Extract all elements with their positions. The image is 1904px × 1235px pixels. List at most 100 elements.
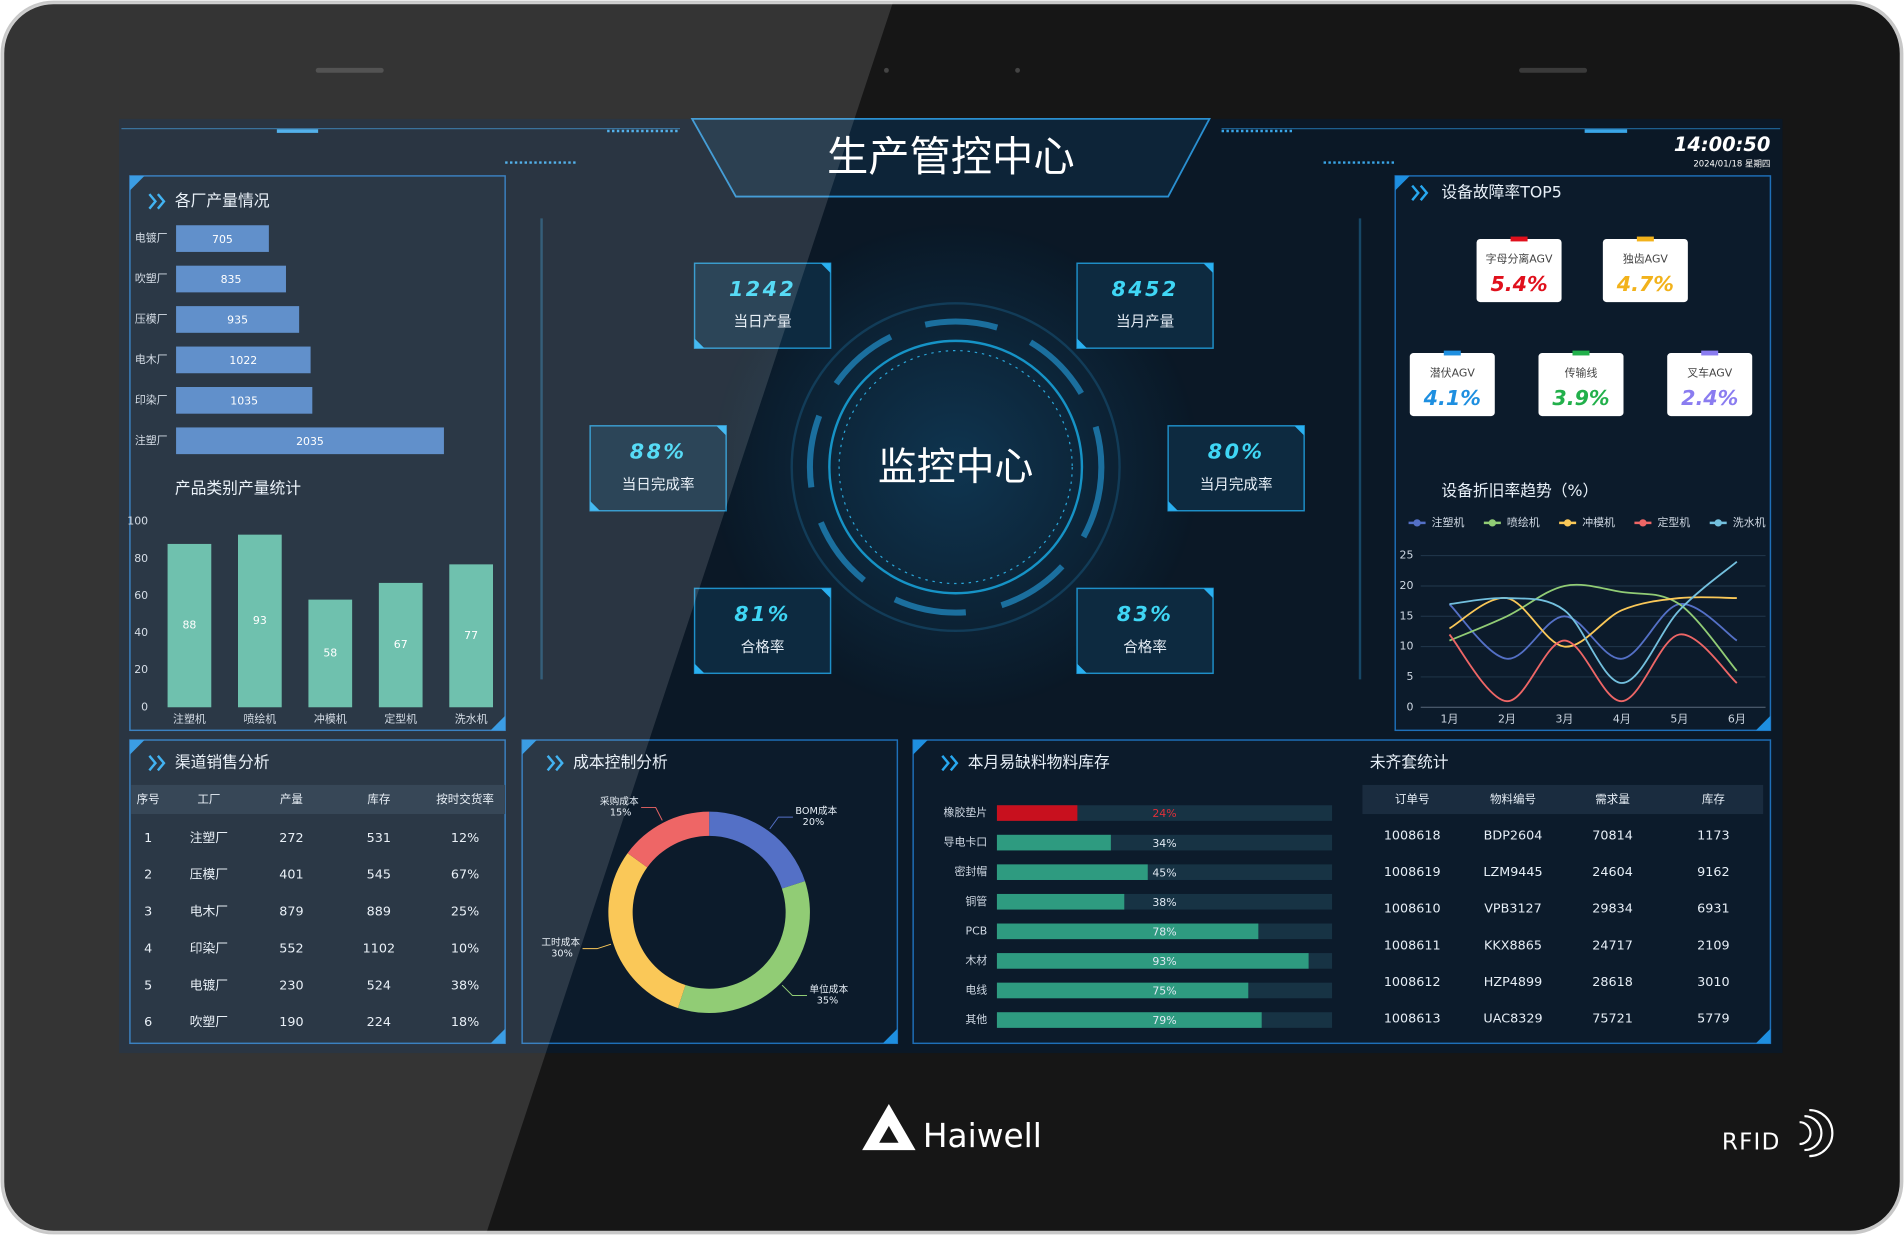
chevron-icon <box>1411 184 1429 201</box>
panel-title: 未齐套统计 <box>1370 753 1449 772</box>
bar-track <box>996 805 1333 821</box>
table-cell: 531 <box>367 831 391 846</box>
y-tick-label: 100 <box>127 515 148 528</box>
value-label: 93 <box>253 614 267 627</box>
table-cell: 272 <box>279 831 303 846</box>
table-cell: 2109 <box>1697 938 1729 953</box>
legend-dot <box>1564 519 1572 527</box>
table-cell: 电木厂 <box>190 905 228 920</box>
table-cell: 吹塑厂 <box>190 1015 228 1030</box>
legend-dot <box>1413 519 1421 527</box>
clock-date: 2024/01/18 星期四 <box>1693 159 1770 169</box>
chevron-icon <box>941 755 959 772</box>
fault-card-tab <box>1443 350 1461 356</box>
brand: Haiwell RFID <box>862 1103 1834 1158</box>
bar <box>996 864 1148 880</box>
fault-card-tab <box>1701 350 1719 356</box>
x-tick-label: 3月 <box>1555 712 1573 725</box>
value-label: 45% <box>1152 866 1176 879</box>
category-label: 橡胶垫片 <box>944 805 988 819</box>
y-tick-label: 0 <box>1406 700 1413 713</box>
sensor <box>884 67 889 73</box>
value-label: 2035 <box>296 435 324 448</box>
table-cell: 24717 <box>1592 938 1633 953</box>
value-label: 34% <box>1152 837 1176 850</box>
category-label: 铜管 <box>965 894 987 908</box>
table-cell: 2 <box>144 868 152 883</box>
panel-title: 各厂产量情况 <box>175 191 270 210</box>
x-tick-label: 4月 <box>1613 712 1631 725</box>
legend-label: 冲模机 <box>1582 515 1615 529</box>
table-header: 库存 <box>1702 792 1726 806</box>
value-label: 835 <box>221 273 242 286</box>
value-label: 77 <box>464 629 478 642</box>
legend-label: 注塑机 <box>1432 515 1465 529</box>
value-label: 1035 <box>230 395 258 408</box>
y-tick-label: 15 <box>1400 609 1414 622</box>
fault-card <box>1538 353 1624 417</box>
fault-value: 4.1% <box>1423 386 1481 410</box>
x-tick-label: 5月 <box>1670 712 1688 725</box>
x-tick-label: 2月 <box>1498 712 1516 725</box>
table-cell: 224 <box>367 1015 391 1030</box>
x-tick-label: 喷绘机 <box>243 711 276 725</box>
table-cell: 电镀厂 <box>190 977 228 993</box>
series-line <box>1449 583 1738 672</box>
category-label: 注塑厂 <box>135 433 168 447</box>
chevron-icon <box>148 193 166 210</box>
chevron-icon <box>546 755 564 772</box>
table-cell: LZM9445 <box>1483 865 1542 880</box>
kpi-label: 合格率 <box>1123 639 1167 656</box>
table-cell: 12% <box>451 831 479 846</box>
legend-dot <box>1714 519 1722 527</box>
legend-label: 定型机 <box>1658 515 1691 529</box>
y-tick-label: 25 <box>1400 549 1414 562</box>
header-frame <box>690 117 1211 198</box>
category-label: 压模厂 <box>135 312 168 325</box>
kpi-box <box>693 587 832 675</box>
y-tick-label: 20 <box>134 663 148 676</box>
chart-title: 产品类别产量统计 <box>175 478 301 497</box>
table-cell: 1008612 <box>1384 975 1441 990</box>
table-header: 按时交货率 <box>436 792 494 806</box>
table-cell: 6931 <box>1697 902 1729 917</box>
bar <box>378 582 423 708</box>
fault-name: 叉车AGV <box>1687 366 1733 380</box>
value-label: 93% <box>1152 955 1176 968</box>
table-cell: 24604 <box>1592 865 1633 880</box>
table-cell: 230 <box>279 978 303 993</box>
table-cell: 1173 <box>1697 828 1729 843</box>
pie-label: 单位成本 <box>809 982 848 995</box>
leader-line <box>769 816 793 830</box>
kpi-box <box>693 262 832 349</box>
table-cell: 545 <box>367 868 391 883</box>
x-tick-label: 6月 <box>1728 712 1746 725</box>
fault-value: 4.7% <box>1616 272 1674 296</box>
rfid-badge: RFID <box>1722 1129 1781 1155</box>
bar <box>449 564 493 708</box>
table-cell: 1008613 <box>1384 1012 1441 1027</box>
pie-value-label: 20% <box>803 817 825 828</box>
legend-dot <box>1488 519 1496 527</box>
value-label: 705 <box>212 233 233 246</box>
corner <box>490 715 506 731</box>
table-cell: 10% <box>451 941 479 956</box>
center-rings <box>540 218 1362 680</box>
table-cell: 552 <box>279 941 303 956</box>
fault-value: 2.4% <box>1681 386 1738 410</box>
table-cell: 印染厂 <box>190 941 228 956</box>
x-tick-label: 1月 <box>1441 712 1459 725</box>
table-cell: 879 <box>279 905 303 920</box>
pie-label: 采购成本 <box>600 794 639 807</box>
value-label: 79% <box>1152 1014 1176 1027</box>
chart-title: 设备折旧率趋势（%） <box>1441 481 1598 500</box>
table-header-bg <box>131 784 506 815</box>
brand-name: Haiwell <box>923 1117 1042 1155</box>
legend-label: 洗水机 <box>1733 515 1766 529</box>
ring <box>838 349 1073 585</box>
category-label: PCB <box>966 924 988 937</box>
kpi-value: 88% <box>630 440 687 464</box>
value-label: 78% <box>1152 926 1176 939</box>
table-cell: 29834 <box>1592 902 1633 917</box>
pie-segment <box>608 853 686 1009</box>
